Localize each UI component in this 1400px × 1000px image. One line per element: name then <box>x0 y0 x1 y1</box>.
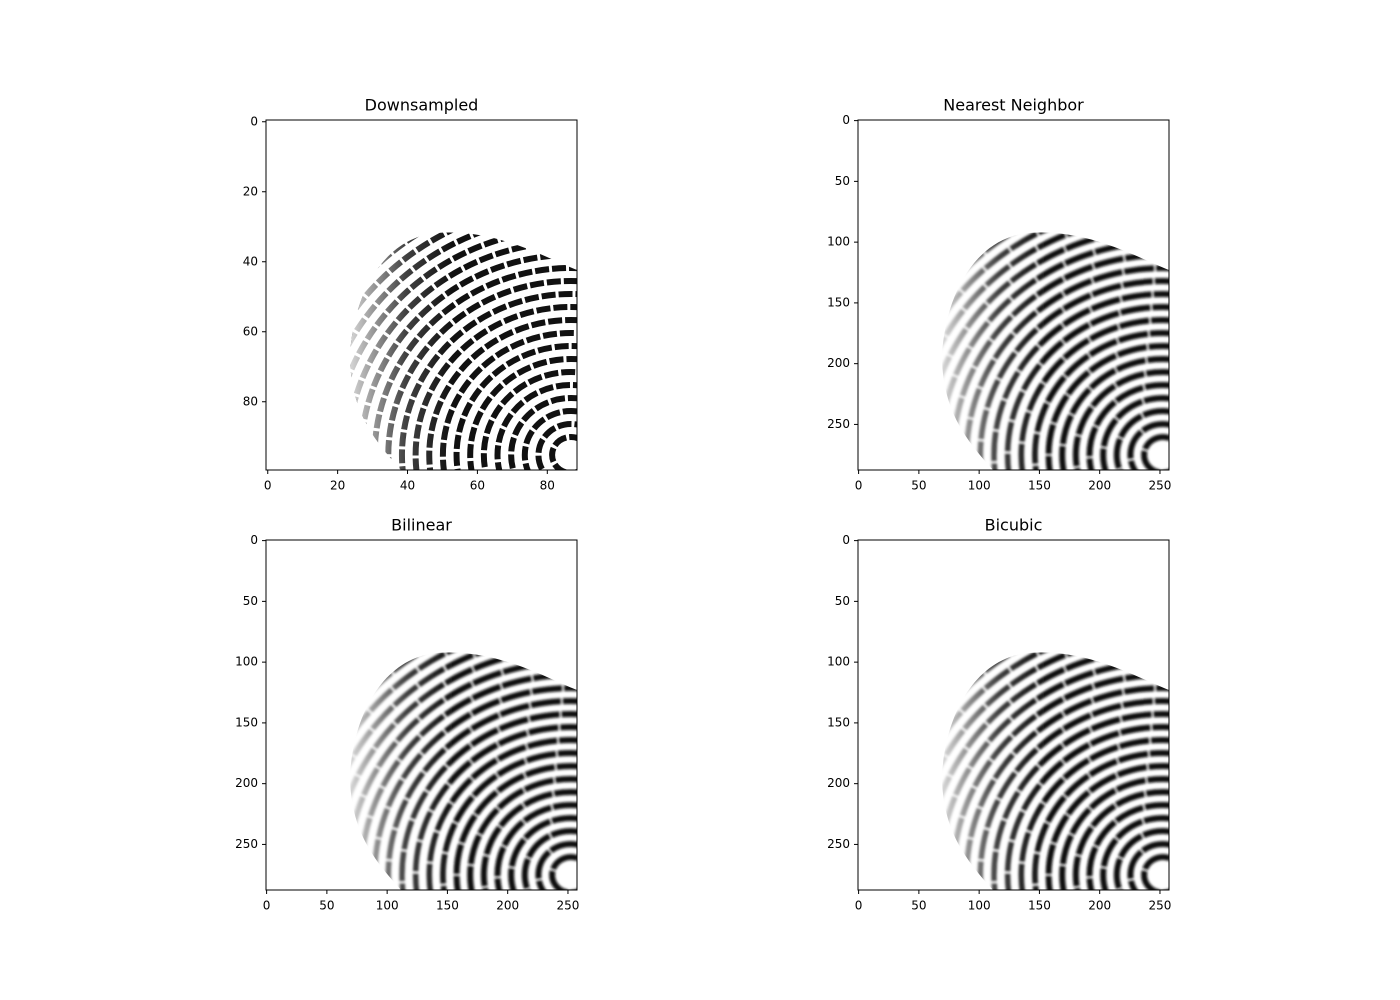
y-tick-label: 150 <box>235 715 258 729</box>
y-tick-label: 150 <box>827 295 850 309</box>
y-tick-label: 100 <box>235 655 258 669</box>
x-tick-label: 200 <box>1088 479 1111 493</box>
x-tick-label: 100 <box>376 899 399 913</box>
y-tick-label: 0 <box>842 533 850 547</box>
x-tick-label: 0 <box>855 899 863 913</box>
y-tick-label: 150 <box>827 715 850 729</box>
y-tick-label: 200 <box>827 776 850 790</box>
x-tick-label: 250 <box>1149 479 1172 493</box>
x-tick-label: 50 <box>911 899 926 913</box>
image <box>350 232 577 470</box>
x-tick-label: 50 <box>911 479 926 493</box>
x-tick-label: 100 <box>968 899 991 913</box>
chart-title: Bicubic <box>985 516 1043 535</box>
y-tick-label: 20 <box>243 184 258 198</box>
x-tick-label: 60 <box>470 479 485 493</box>
x-tick-label: 50 <box>319 899 334 913</box>
image <box>942 652 1169 890</box>
chart-title: Downsampled <box>365 96 479 115</box>
x-tick-label: 0 <box>263 899 271 913</box>
x-tick-label: 150 <box>1028 479 1051 493</box>
x-tick-label: 0 <box>855 479 863 493</box>
chart-title: Bilinear <box>391 516 452 535</box>
y-tick-label: 80 <box>243 394 258 408</box>
y-tick-label: 100 <box>827 655 850 669</box>
y-tick-label: 250 <box>235 837 258 851</box>
y-tick-label: 100 <box>827 235 850 249</box>
y-tick-label: 0 <box>842 113 850 127</box>
chart-title: Nearest Neighbor <box>943 96 1084 115</box>
y-tick-label: 60 <box>243 324 258 338</box>
x-tick-label: 80 <box>540 479 555 493</box>
x-tick-label: 100 <box>968 479 991 493</box>
y-tick-label: 250 <box>827 417 850 431</box>
y-tick-label: 50 <box>835 594 850 608</box>
x-tick-label: 20 <box>330 479 345 493</box>
y-tick-label: 0 <box>250 533 258 547</box>
x-tick-label: 40 <box>400 479 415 493</box>
x-tick-label: 0 <box>264 479 272 493</box>
x-tick-label: 150 <box>436 899 459 913</box>
axes-frame <box>265 539 578 891</box>
x-tick-label: 150 <box>1028 899 1051 913</box>
y-tick-label: 50 <box>243 594 258 608</box>
y-tick-label: 0 <box>250 114 258 128</box>
image <box>350 652 577 890</box>
x-tick-label: 250 <box>557 899 580 913</box>
y-tick-label: 40 <box>243 254 258 268</box>
y-tick-label: 250 <box>827 837 850 851</box>
x-tick-label: 200 <box>1088 899 1111 913</box>
axes-frame <box>857 119 1170 471</box>
y-tick-label: 50 <box>835 174 850 188</box>
axes-frame <box>265 119 578 471</box>
y-tick-label: 200 <box>827 356 850 370</box>
axes-frame <box>857 539 1170 891</box>
x-tick-label: 250 <box>1149 899 1172 913</box>
x-tick-label: 200 <box>496 899 519 913</box>
y-tick-label: 200 <box>235 776 258 790</box>
